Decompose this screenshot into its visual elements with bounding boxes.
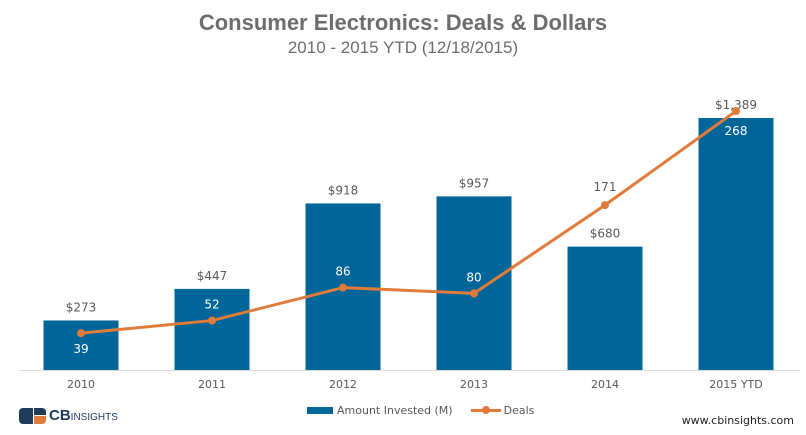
cb-logo-icon xyxy=(19,407,46,424)
bar-2013 xyxy=(436,196,512,370)
deals-point xyxy=(208,316,216,325)
logo-cb-text: CB xyxy=(49,407,71,424)
deals-data-label: 86 xyxy=(335,265,350,279)
bar-data-label: $273 xyxy=(66,300,97,314)
bar-data-label: $680 xyxy=(590,227,621,241)
chart: $273 2010 $447 2011 $918 2012 $957 2013 $680 2014… xyxy=(20,98,800,391)
bar-data-label: $1,389 xyxy=(715,98,757,112)
deals-point xyxy=(470,289,478,298)
legend: Amount Invested (M) Deals xyxy=(307,404,534,417)
deals-data-label: 171 xyxy=(594,180,617,194)
deals-data-label: 52 xyxy=(204,298,219,312)
x-tick-label: 2012 xyxy=(329,378,357,391)
bar-2010 xyxy=(43,320,119,370)
cb-insights-logo: CB INSIGHTS xyxy=(19,407,118,424)
legend-line-swatch xyxy=(470,406,501,414)
source-url: www.cbinsights.com xyxy=(681,414,794,427)
bar-data-label: $918 xyxy=(328,183,359,197)
deals-point xyxy=(77,329,85,338)
x-tick-label: 2014 xyxy=(591,378,619,391)
chart-subtitle: 2010 - 2015 YTD (12/18/2015) xyxy=(287,38,519,57)
legend-bar-swatch xyxy=(307,407,333,414)
deals-point xyxy=(601,201,609,210)
deals-data-label: 268 xyxy=(725,124,748,138)
chart-title: Consumer Electronics: Deals & Dollars xyxy=(198,10,608,35)
deals-point xyxy=(732,107,740,116)
deals-point xyxy=(339,283,347,292)
legend-line-label: Deals xyxy=(503,404,535,417)
bar-2011 xyxy=(174,288,250,370)
legend-bar-label: Amount Invested (M) xyxy=(337,404,453,417)
deals-data-label: 39 xyxy=(73,342,88,356)
logo-insights-text: INSIGHTS xyxy=(70,411,118,423)
bar-2015-ytd xyxy=(698,118,774,370)
x-tick-label: 2015 YTD xyxy=(709,378,762,391)
bar-data-label: $957 xyxy=(459,176,490,190)
bar-2014 xyxy=(567,246,643,370)
x-tick-label: 2011 xyxy=(198,378,226,391)
deals-line xyxy=(80,109,737,335)
deals-data-label: 80 xyxy=(466,270,481,284)
x-tick-label: 2013 xyxy=(460,378,488,391)
bar-data-label: $447 xyxy=(197,269,228,283)
x-tick-label: 2010 xyxy=(67,378,95,391)
